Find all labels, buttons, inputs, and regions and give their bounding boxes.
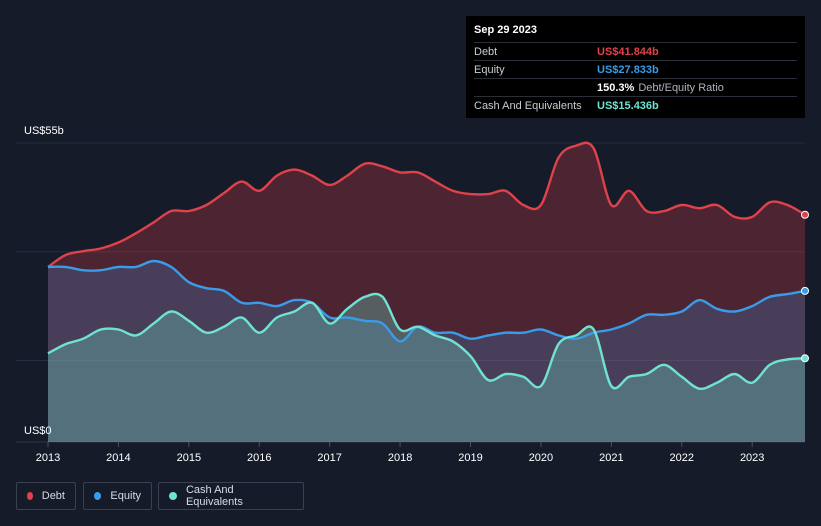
- x-tick-label: 2014: [106, 452, 130, 464]
- debt-end-marker: [801, 210, 809, 219]
- legend-label: Equity: [110, 490, 141, 502]
- grid-layer: [16, 142, 805, 443]
- tooltip-panel: Sep 29 2023 Debt US$41.844b Equity US$27…: [466, 16, 805, 118]
- legend-item-cash[interactable]: Cash And Equivalents: [158, 482, 304, 510]
- equity-area: [48, 261, 805, 442]
- end-markers: [801, 210, 809, 363]
- tooltip-row-cash: Cash And Equivalents US$15.436b: [474, 96, 797, 114]
- legend-label: Cash And Equivalents: [185, 484, 243, 508]
- x-tick-label: 2022: [670, 452, 694, 464]
- y-tick-zero: US$0: [24, 425, 52, 437]
- area-layer: [48, 142, 805, 442]
- tooltip-label: Debt: [474, 45, 498, 58]
- x-tick-label: 2017: [317, 452, 341, 464]
- y-tick-max: US$55b: [24, 125, 64, 137]
- x-tick-label: 2019: [458, 452, 482, 464]
- x-axis: 2013 2014 2015 2016 2017 2018 2019 2020 2021 2022…: [36, 442, 764, 464]
- equity-line: [47, 259, 806, 343]
- tooltip-value: US$41.844b: [597, 45, 659, 58]
- legend-label: Debt: [41, 490, 65, 502]
- tooltip-label: Equity: [474, 63, 505, 76]
- legend-item-equity[interactable]: Equity: [83, 482, 152, 510]
- x-tick-label: 2013: [36, 452, 60, 464]
- tooltip-row-ratio: 150.3% Debt/Equity Ratio: [474, 78, 797, 96]
- x-tick-label: 2015: [177, 452, 201, 464]
- cash-and-equivalents-end-marker: [801, 354, 809, 363]
- x-tick-label: 2020: [529, 452, 553, 464]
- legend-dot-icon: [169, 492, 177, 500]
- tooltip-label: Cash And Equivalents: [474, 99, 582, 112]
- cash-and-equivalents-line: [47, 292, 806, 391]
- tooltip-extra: Debt/Equity Ratio: [638, 81, 724, 94]
- legend-dot-icon: [27, 492, 33, 500]
- legend-item-debt[interactable]: Debt: [16, 482, 76, 510]
- tooltip-value: 150.3%: [597, 81, 635, 94]
- x-tick-label: 2016: [247, 452, 271, 464]
- equity-end-marker: [801, 286, 809, 295]
- x-tick-label: 2018: [388, 452, 412, 464]
- tooltip-date: Sep 29 2023: [474, 24, 537, 36]
- line-layer: [47, 141, 806, 391]
- tooltip-value: US$15.436b: [597, 99, 659, 112]
- x-tick-label: 2021: [599, 452, 623, 464]
- legend-dot-icon: [94, 492, 102, 500]
- tooltip-value: US$27.833b: [597, 63, 659, 76]
- tooltip-row-debt: Debt US$41.844b: [474, 42, 797, 60]
- tooltip-row-equity: Equity US$27.833b: [474, 60, 797, 78]
- debt-area: [48, 142, 805, 442]
- x-tick-label: 2023: [740, 452, 764, 464]
- cash-and-equivalents-area: [48, 293, 805, 442]
- debt-line: [47, 141, 806, 268]
